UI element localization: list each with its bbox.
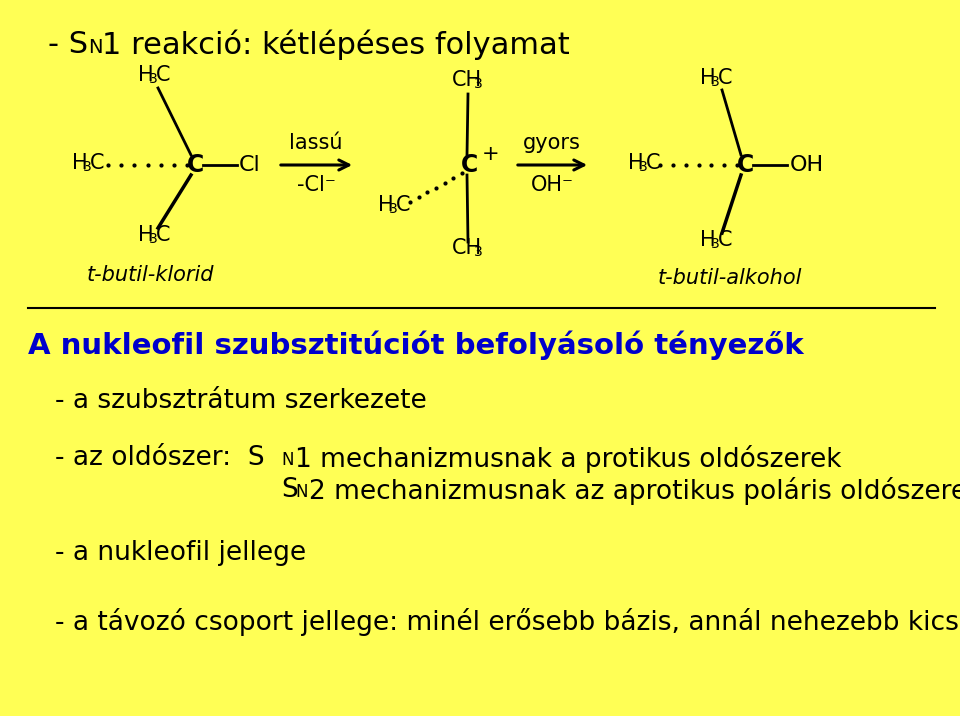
Text: OH: OH <box>790 155 824 175</box>
Text: C: C <box>186 153 204 177</box>
Text: H: H <box>700 68 715 88</box>
Text: S: S <box>281 477 298 503</box>
Text: C: C <box>156 225 171 245</box>
Text: CH: CH <box>452 238 482 258</box>
Text: N: N <box>281 451 294 469</box>
Text: H: H <box>138 225 154 245</box>
Text: H: H <box>138 65 154 85</box>
Text: Cl: Cl <box>239 155 261 175</box>
Text: C: C <box>718 68 732 88</box>
Text: lassú: lassú <box>289 133 343 153</box>
Text: 3: 3 <box>474 77 483 91</box>
Text: - a nukleofil jellege: - a nukleofil jellege <box>55 540 306 566</box>
Text: 3: 3 <box>639 160 648 174</box>
Text: gyors: gyors <box>523 133 581 153</box>
Text: 2 mechanizmusnak az aprotikus poláris oldószerek kedveznek: 2 mechanizmusnak az aprotikus poláris ol… <box>309 477 960 505</box>
Text: 3: 3 <box>711 75 720 89</box>
Text: 3: 3 <box>149 72 157 86</box>
Text: -Cl⁻: -Cl⁻ <box>297 175 335 195</box>
Text: A nukleofil szubsztitúciót befolyásoló tényezők: A nukleofil szubsztitúciót befolyásoló t… <box>28 330 804 359</box>
Text: 3: 3 <box>711 237 720 251</box>
Text: H: H <box>628 153 643 173</box>
Text: C: C <box>646 153 660 173</box>
Text: N: N <box>295 483 307 501</box>
Text: 1 mechanizmusnak a protikus oldószerek: 1 mechanizmusnak a protikus oldószerek <box>295 445 842 473</box>
Text: 3: 3 <box>149 232 157 246</box>
Text: - a szubsztrátum szerkezete: - a szubsztrátum szerkezete <box>55 388 427 414</box>
Text: t-butil-klorid: t-butil-klorid <box>86 265 214 285</box>
Text: H: H <box>72 153 87 173</box>
Text: H: H <box>700 230 715 250</box>
Text: C: C <box>718 230 732 250</box>
Text: N: N <box>88 38 103 57</box>
Text: - a távozó csoport jellege: minél erősebb bázis, annál nehezebb kicserélni: - a távozó csoport jellege: minél erőseb… <box>55 608 960 636</box>
Text: C: C <box>156 65 171 85</box>
Text: 1 reakció: kétlépéses folyamat: 1 reakció: kétlépéses folyamat <box>102 30 569 60</box>
Text: C: C <box>736 153 754 177</box>
Text: 3: 3 <box>474 245 483 259</box>
Text: t-butil-alkohol: t-butil-alkohol <box>658 268 803 288</box>
Text: OH⁻: OH⁻ <box>531 175 573 195</box>
Text: - az oldószer:  S: - az oldószer: S <box>55 445 265 471</box>
Text: H: H <box>378 195 394 215</box>
Text: 3: 3 <box>389 202 397 216</box>
Text: C: C <box>396 195 411 215</box>
Text: CH: CH <box>452 70 482 90</box>
Text: +: + <box>482 144 499 164</box>
Text: C: C <box>462 153 479 177</box>
Text: C: C <box>90 153 105 173</box>
Text: - S: - S <box>48 30 88 59</box>
Text: 3: 3 <box>83 160 92 174</box>
